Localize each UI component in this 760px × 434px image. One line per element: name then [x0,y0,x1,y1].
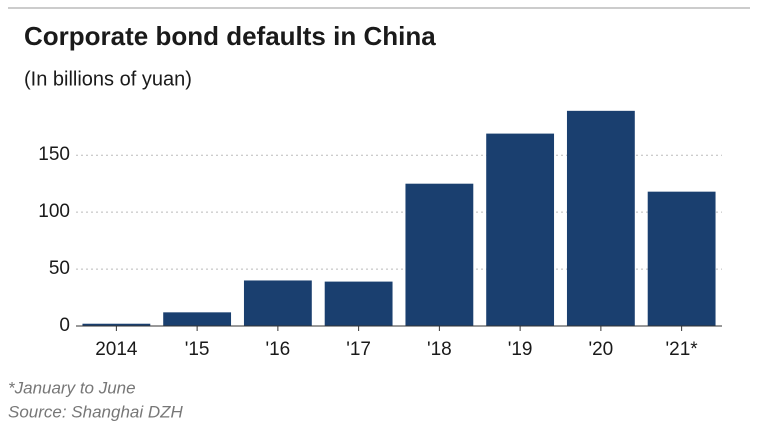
y-tick-label: 150 [38,144,70,165]
x-tick-label: '18 [427,339,452,360]
bar [324,281,393,326]
bar [243,280,312,326]
source-note: Source: Shanghai DZH [8,402,184,421]
x-tick-label: '20 [588,339,613,360]
x-tick-label: '15 [185,339,210,360]
y-tick-label: 50 [49,258,70,279]
x-tick-label: '16 [265,339,290,360]
x-tick-label: '17 [346,339,371,360]
bar [486,133,555,326]
bar [405,183,474,326]
bar [566,110,635,326]
x-tick-label: 2014 [95,339,138,360]
y-tick-label: 100 [38,201,70,222]
footnote: *January to June [8,378,136,397]
chart-subtitle: (In billions of yuan) [24,68,192,90]
bar [82,323,151,326]
chart-title: Corporate bond defaults in China [24,21,436,51]
bar [647,191,716,326]
x-tick-label: '19 [508,339,533,360]
bar [163,312,232,326]
y-tick-label: 0 [59,315,70,336]
x-tick-label: '21* [666,339,699,360]
